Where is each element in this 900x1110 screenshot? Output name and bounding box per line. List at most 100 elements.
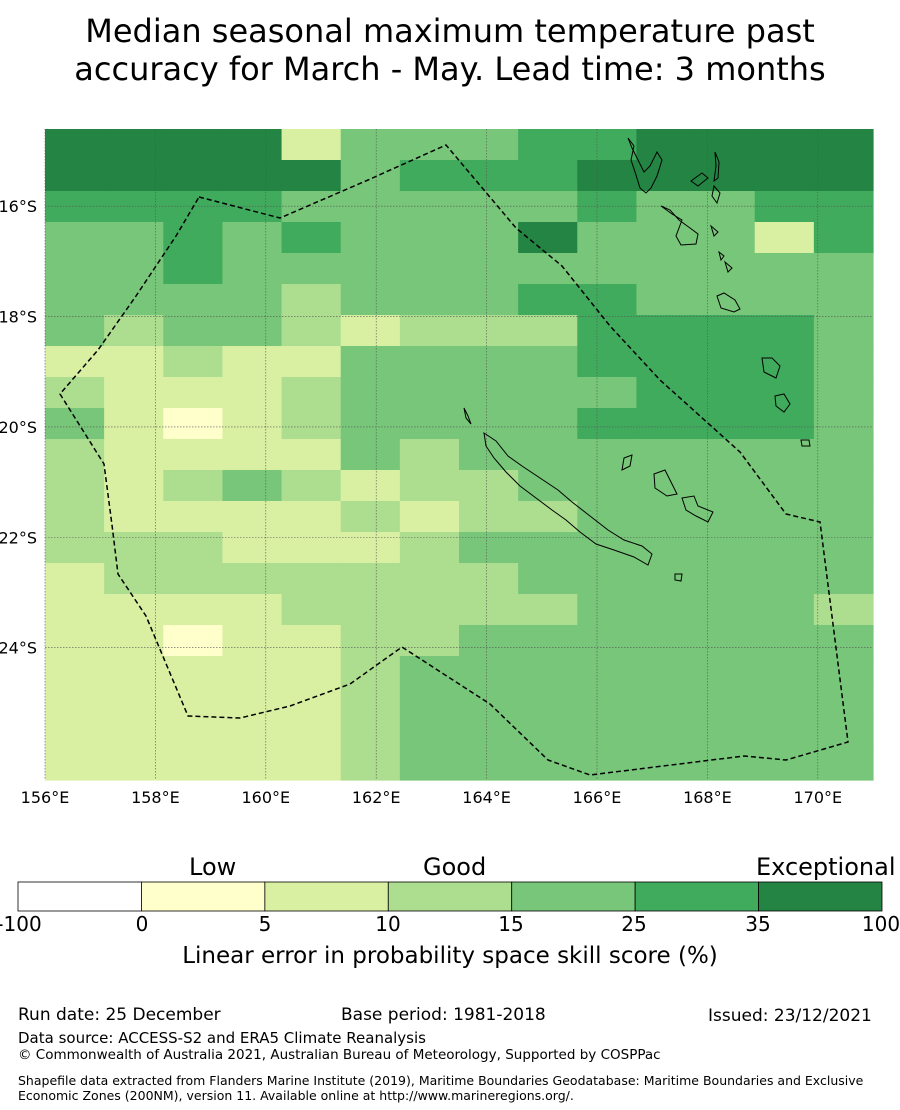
grid-cell [45, 284, 105, 316]
grid-cell [340, 315, 401, 347]
grid-cell [754, 563, 815, 595]
grid-cell [459, 687, 519, 719]
grid-cell [340, 160, 401, 192]
grid-cell [163, 749, 224, 781]
grid-cell [577, 625, 638, 657]
grid-cell [695, 222, 756, 254]
grid-cell [695, 656, 756, 688]
grid-cell [45, 470, 105, 502]
grid-cell [695, 470, 756, 502]
grid-cell [163, 284, 224, 316]
grid-cell [636, 532, 697, 564]
grid-cell [518, 532, 578, 564]
grid-cell [813, 470, 874, 502]
grid-cell [281, 284, 342, 316]
grid-cell [695, 284, 756, 316]
grid-cell [104, 749, 164, 781]
grid-cell [754, 439, 815, 471]
grid-cell [281, 501, 342, 533]
grid-cell [813, 408, 874, 440]
grid-cell [813, 718, 874, 750]
grid-cell [163, 563, 224, 595]
grid-cell [636, 594, 697, 626]
colorbar-swatch [141, 881, 266, 912]
grid-cell [754, 532, 815, 564]
grid-cell [340, 377, 401, 409]
grid-cell [459, 656, 519, 688]
grid-cell [399, 315, 460, 347]
grid-cell [459, 532, 519, 564]
grid-cell [577, 687, 638, 719]
lat-tick-label: 24°S [0, 639, 37, 658]
grid-cell [281, 408, 342, 440]
legend-tick-35: 35 [745, 912, 771, 936]
grid-cell [813, 129, 874, 161]
grid-cell [45, 377, 105, 409]
grid-cell [636, 346, 697, 378]
grid-cell [104, 377, 164, 409]
grid-cell [399, 377, 460, 409]
grid-cell [222, 377, 283, 409]
grid-cell [163, 532, 224, 564]
colorbar-swatch [511, 881, 636, 912]
grid-cell [754, 470, 815, 502]
grid-cell [813, 749, 874, 781]
grid-cell [518, 594, 578, 626]
grid-cell [45, 439, 105, 471]
colorbar-swatch [634, 881, 759, 912]
grid-cell [577, 408, 638, 440]
grid-cell [754, 191, 815, 223]
grid-cell [518, 346, 578, 378]
grid-cell [754, 656, 815, 688]
grid-cell [695, 129, 756, 161]
grid-cell [518, 191, 578, 223]
grid-cell [695, 749, 756, 781]
grid-cell [163, 594, 224, 626]
chart-title: Median seasonal maximum temperature past… [0, 12, 900, 88]
grid-cell [45, 718, 105, 750]
grid-cell [399, 191, 460, 223]
grid-cell [104, 222, 164, 254]
grid-cell [281, 129, 342, 161]
legend-tick-25: 25 [621, 912, 647, 936]
grid-cell [399, 253, 460, 285]
grid-cell [340, 470, 401, 502]
grid-cell [399, 470, 460, 502]
grid-cell [163, 470, 224, 502]
grid-cell [518, 160, 578, 192]
grid-cell [340, 346, 401, 378]
grid-cell [813, 315, 874, 347]
grid-cell [222, 501, 283, 533]
grid-cell [399, 501, 460, 533]
grid-cell [340, 687, 401, 719]
grid-cell [636, 656, 697, 688]
copyright: © Commonwealth of Australia 2021, Austra… [18, 1047, 661, 1063]
grid-cell [577, 315, 638, 347]
grid-cell [281, 749, 342, 781]
lat-tick-label: 20°S [0, 418, 37, 437]
grid-cell [754, 501, 815, 533]
grid-cell [754, 408, 815, 440]
grid-cell [281, 222, 342, 254]
grid-cell [754, 687, 815, 719]
grid-cell [754, 718, 815, 750]
issued-date: Issued: 23/12/2021 [708, 1006, 872, 1026]
colorbar-swatch [264, 881, 389, 912]
grid-cell [754, 594, 815, 626]
grid-cell [813, 160, 874, 192]
grid-cell [518, 470, 578, 502]
grid-cell [459, 377, 519, 409]
grid-cell [163, 253, 224, 285]
grid-cell [281, 160, 342, 192]
grid-cell [695, 501, 756, 533]
grid-cell [518, 284, 578, 316]
grid-cell [695, 377, 756, 409]
legend-tick-100: 100 [861, 912, 900, 936]
grid-cell [281, 625, 342, 657]
grid-cell [459, 470, 519, 502]
grid-cell [281, 470, 342, 502]
grid-cell [577, 656, 638, 688]
colorbar-swatch [387, 881, 513, 912]
grid-cell [222, 408, 283, 440]
